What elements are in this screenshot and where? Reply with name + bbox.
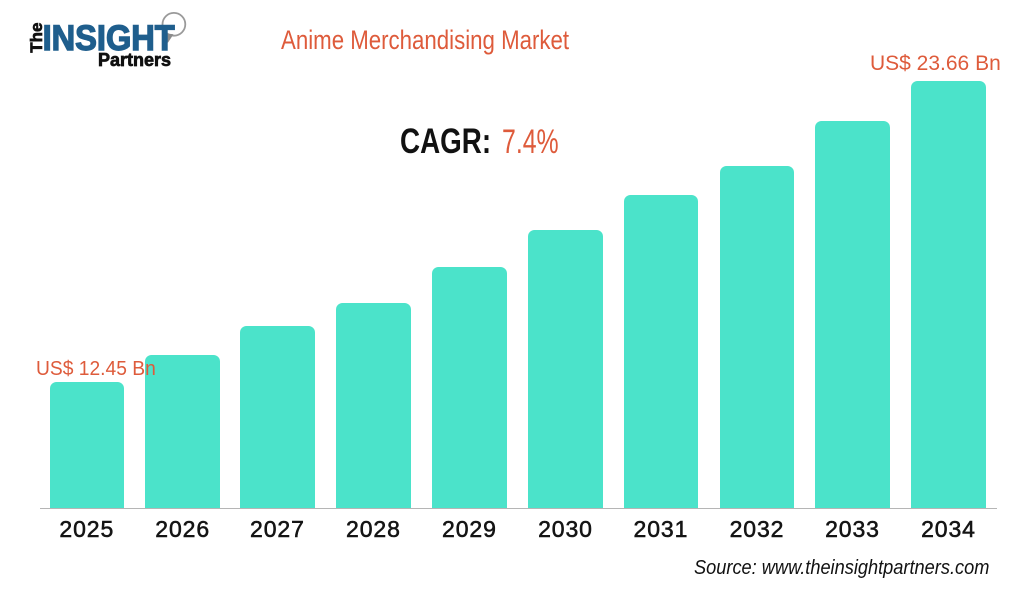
svg-text:INSIGHT: INSIGHT	[43, 19, 175, 58]
svg-text:The: The	[27, 23, 46, 53]
svg-text:Partners: Partners	[98, 50, 171, 70]
